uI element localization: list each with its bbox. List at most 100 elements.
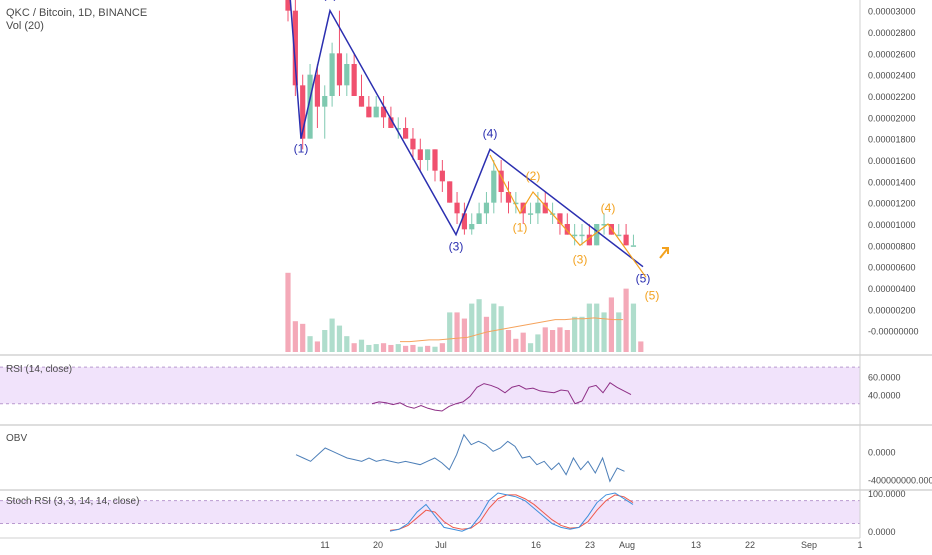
volume-bar	[579, 316, 585, 352]
stoch-band	[0, 500, 860, 524]
forecast-arrow	[659, 247, 669, 259]
candle-body	[285, 0, 291, 11]
rsi-line	[371, 382, 632, 412]
candle-body	[564, 224, 570, 235]
price-tick-label: 0.00001000	[868, 220, 916, 230]
symbol-title: QKC / Bitcoin, 1D, BINANCE	[6, 7, 148, 19]
main-wave-line	[289, 0, 644, 268]
time-tick-label: Jul	[435, 540, 447, 550]
candle-body	[461, 213, 467, 230]
time-tick-label: 20	[373, 540, 383, 550]
main-wave-label: (2)	[323, 0, 338, 2]
volume-bar	[535, 334, 541, 352]
candle-body	[513, 202, 519, 205]
obv-tick-label: 0.0000	[868, 447, 896, 457]
sub-wave-label: (2)	[526, 169, 541, 183]
stoch-tick-label: 100.0000	[868, 489, 906, 499]
candle-body	[498, 170, 504, 192]
price-tick-label: 0.00000200	[868, 305, 916, 315]
price-tick-label: 0.00001200	[868, 199, 916, 209]
volume-bar	[300, 323, 306, 352]
volume-bar	[439, 343, 445, 352]
time-tick-label: 22	[745, 540, 755, 550]
price-tick-label: 0.00000400	[868, 284, 916, 294]
time-tick-label: 11	[320, 540, 329, 550]
main-wave-label: (1)	[294, 142, 309, 156]
candle-body	[535, 202, 541, 214]
volume-bar	[447, 312, 453, 352]
volume-bar	[527, 343, 534, 352]
rsi-tick-label: 60.0000	[868, 372, 901, 382]
volume-bar	[403, 345, 409, 352]
volume-bar	[461, 318, 467, 352]
price-tick-label: 0.00002600	[868, 49, 916, 59]
sub-wave-label: (5)	[645, 288, 660, 302]
candle-body	[476, 213, 482, 224]
candle-body	[432, 149, 438, 171]
candle-body	[630, 245, 637, 247]
candle-body	[579, 234, 585, 237]
volume-bar	[491, 303, 497, 352]
candle-body	[447, 181, 453, 203]
price-tick-label: 0.00001600	[868, 156, 916, 166]
candle-body	[344, 64, 350, 86]
candle-body	[300, 85, 306, 139]
sub-wave-label: (4)	[601, 201, 616, 215]
volume-bar	[594, 303, 600, 352]
volume-bar	[513, 338, 519, 352]
price-tick-label: 0.00002000	[868, 113, 916, 123]
candles	[285, 0, 637, 247]
time-tick-label: 13	[691, 540, 701, 550]
candle-body	[594, 224, 600, 246]
main-wave-label: (5)	[636, 272, 651, 286]
volume-bar	[373, 344, 379, 352]
obv-title: OBV	[6, 433, 28, 444]
volume-bar	[616, 312, 622, 352]
candle-body	[623, 234, 629, 246]
time-tick-label: Sep	[801, 540, 817, 550]
volume-bar	[483, 316, 490, 352]
candle-body	[425, 149, 431, 160]
stoch-title: Stoch RSI (3, 3, 14, 14, close)	[6, 496, 140, 507]
candle-body	[483, 202, 490, 214]
volume-bar	[285, 272, 291, 352]
volume-bar	[307, 336, 313, 352]
time-tick-label: 16	[531, 540, 541, 550]
volume-bar	[329, 318, 335, 352]
volume-bar	[601, 312, 607, 352]
price-tick-label: 0.00001800	[868, 135, 916, 145]
candle-body	[527, 213, 534, 215]
candle-body	[307, 74, 313, 139]
candle-body	[505, 192, 512, 203]
rsi-tick-label: 40.0000	[868, 391, 901, 401]
sub-wave-label: (1)	[513, 220, 528, 234]
volume-bar	[388, 344, 394, 352]
candle-body	[586, 234, 592, 246]
obv-line	[295, 433, 625, 483]
candle-body	[336, 53, 343, 86]
stoch-d-line	[389, 494, 634, 531]
volume-bar	[505, 330, 512, 352]
candle-body	[417, 149, 423, 160]
volume-bar	[623, 288, 629, 352]
candle-body	[616, 234, 622, 237]
candle-body	[292, 10, 298, 86]
price-tick-label: 0.00002200	[868, 92, 916, 102]
candle-body	[439, 170, 445, 182]
volume-bar	[572, 316, 578, 352]
volume-bar	[358, 339, 365, 352]
candle-body	[395, 128, 401, 130]
candle-body	[469, 224, 475, 230]
candle-body	[314, 74, 320, 107]
volume-bar	[520, 332, 526, 352]
candle-body	[358, 96, 365, 107]
time-tick-label: 1	[857, 540, 862, 550]
volume-bar	[557, 327, 563, 352]
main-wave-label: (4)	[483, 126, 498, 140]
volume-bar	[410, 344, 416, 352]
candle-body	[366, 106, 372, 118]
volume-bar	[564, 330, 570, 352]
sub-wave-line	[489, 154, 647, 278]
